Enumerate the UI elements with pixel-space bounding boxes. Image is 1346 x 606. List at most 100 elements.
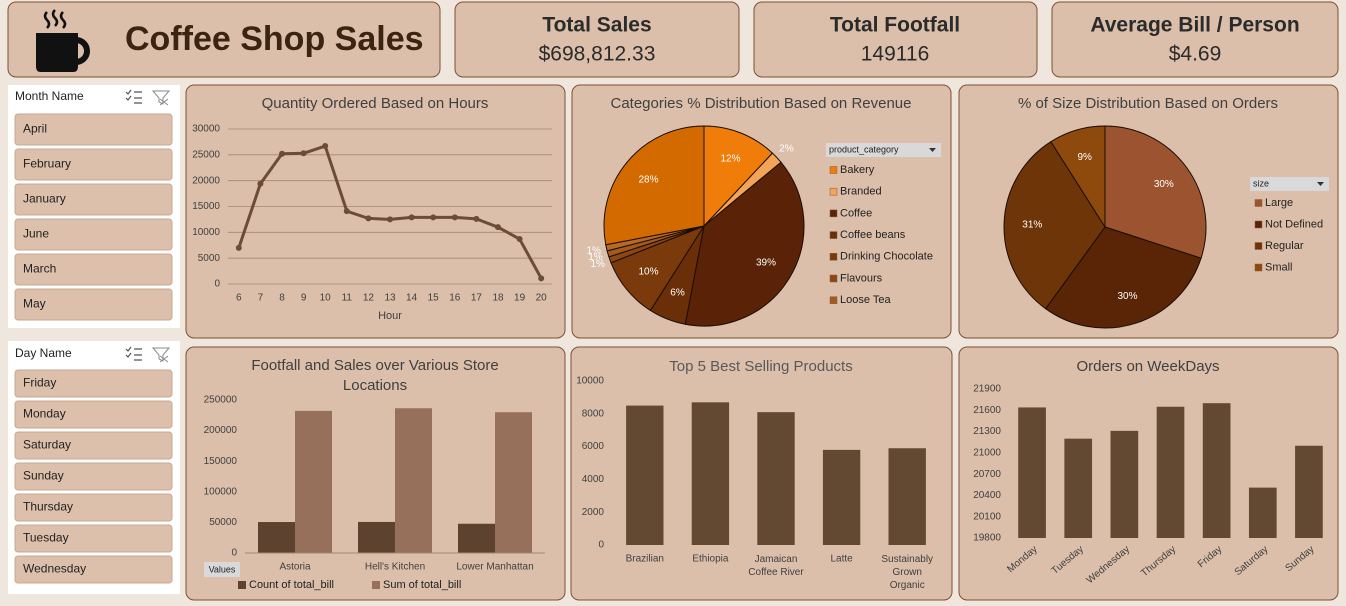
legend-label: Coffee [840, 207, 872, 219]
slicer-item[interactable] [14, 524, 173, 553]
slicer-item[interactable] [14, 369, 173, 398]
slicer-item[interactable] [14, 555, 173, 584]
legend-swatch [829, 253, 838, 261]
slicer-item[interactable] [14, 113, 173, 146]
data-label: 30% [1154, 179, 1174, 190]
bar [295, 410, 332, 553]
multi-select-icon[interactable] [125, 89, 142, 104]
y-tick-label: 10000 [192, 227, 220, 238]
y-tick-label: 10000 [576, 376, 604, 387]
data-label: 1% [588, 252, 603, 263]
clear-filter-icon[interactable] [151, 90, 171, 106]
slicer-item-label: Thursday [23, 500, 73, 514]
x-tick-label: 10 [320, 293, 332, 304]
slicer-item[interactable] [14, 148, 173, 181]
line-marker [473, 215, 480, 222]
chart-panel [185, 84, 566, 339]
slicer-title: Day Name [15, 346, 72, 360]
chart-title: Categories % Distribution Based on Reven… [610, 95, 911, 112]
clear-filter-icon[interactable] [151, 347, 171, 363]
y-tick-label: 20000 [192, 175, 220, 186]
legend-label: Loose Tea [840, 294, 891, 306]
line-marker [538, 275, 545, 282]
dropdown-arrow [1317, 182, 1324, 186]
x-tick-label: Hell's Kitchen [365, 562, 425, 573]
pie-slice [684, 161, 805, 327]
steam [59, 11, 67, 29]
bar [1018, 407, 1046, 538]
x-tick-label: Sustainably Grown Organic [881, 554, 933, 591]
slicer-item-label: Monday [23, 407, 66, 421]
legend-swatch [829, 187, 838, 196]
legend-swatch [1254, 242, 1263, 250]
slicer-item-label: June [23, 227, 49, 241]
slicer-item-label: Tuesday [23, 531, 69, 545]
slicer-item-label: May [23, 297, 46, 311]
chart-title: Footfall and Sales over Various Store Loc… [251, 357, 498, 394]
legend-filter[interactable] [1250, 177, 1329, 191]
field-button[interactable] [204, 562, 240, 577]
y-tick-label: 25000 [192, 149, 220, 160]
y-tick-label: 100000 [204, 486, 238, 497]
legend-label: Branded [840, 186, 882, 198]
kpi-title: Average Bill / Person [1090, 14, 1299, 37]
y-tick-label: 15000 [192, 201, 220, 212]
bar [495, 412, 532, 553]
y-tick-label: 250000 [204, 395, 238, 406]
slicer-item[interactable] [14, 400, 173, 429]
cup-handle [75, 37, 90, 65]
legend-label: Count of total_bill [249, 579, 334, 591]
slicer-item-label: Friday [23, 376, 56, 390]
bar [458, 523, 495, 553]
x-tick-label: Ethiopia [692, 554, 729, 565]
multi-select-icon[interactable] [125, 346, 142, 361]
slicer-item[interactable] [14, 253, 173, 286]
x-axis-label: Hour [378, 310, 402, 322]
data-label: 31% [1022, 219, 1042, 230]
x-tick-label: Brazilian [626, 554, 664, 565]
y-tick-label: 21000 [973, 447, 1001, 458]
bar [626, 405, 664, 545]
steam [51, 9, 59, 27]
slicer-item[interactable] [14, 493, 173, 522]
line-marker [451, 214, 458, 221]
line-marker [430, 214, 437, 221]
chart-title: Orders on WeekDays [1076, 358, 1219, 375]
slicer-item-label: Wednesday [23, 562, 86, 576]
slicer-item[interactable] [14, 431, 173, 460]
data-label: 10% [639, 267, 659, 278]
slicer-item[interactable] [14, 462, 173, 491]
legend-swatch [372, 581, 380, 589]
line-marker [235, 244, 242, 251]
pie-slice [1050, 125, 1106, 229]
slicer-item[interactable] [14, 288, 173, 321]
chart-title: Top 5 Best Selling Products [669, 358, 852, 375]
legend-label: Small [1265, 261, 1293, 273]
line-marker [408, 214, 415, 221]
pie-slice [1003, 141, 1106, 310]
legend-filter[interactable] [826, 143, 941, 157]
line-marker [387, 216, 393, 223]
bar [1202, 403, 1231, 538]
legend-label: Flavours [840, 272, 883, 284]
line-marker [257, 180, 264, 187]
data-label: 12% [720, 154, 740, 165]
x-tick-label: 14 [406, 293, 418, 304]
x-tick-label: 15 [428, 293, 440, 304]
slicer-item-label: February [23, 157, 71, 171]
y-tick-label: 0 [231, 548, 237, 559]
y-tick-label: 8000 [582, 408, 605, 419]
legend-swatch [1254, 263, 1263, 272]
chart-panel [958, 346, 1339, 601]
bar [1156, 406, 1185, 538]
slicer-item[interactable] [14, 218, 173, 251]
slicer-item[interactable] [14, 183, 173, 216]
data-label: 9% [1077, 152, 1092, 163]
data-label: 1% [586, 245, 601, 256]
slicer-item-label: Saturday [23, 438, 71, 452]
pie-slice [1044, 226, 1202, 329]
legend-label: Bakery [840, 164, 875, 176]
y-tick-label: 20400 [973, 490, 1001, 501]
y-tick-label: 50000 [209, 517, 237, 528]
